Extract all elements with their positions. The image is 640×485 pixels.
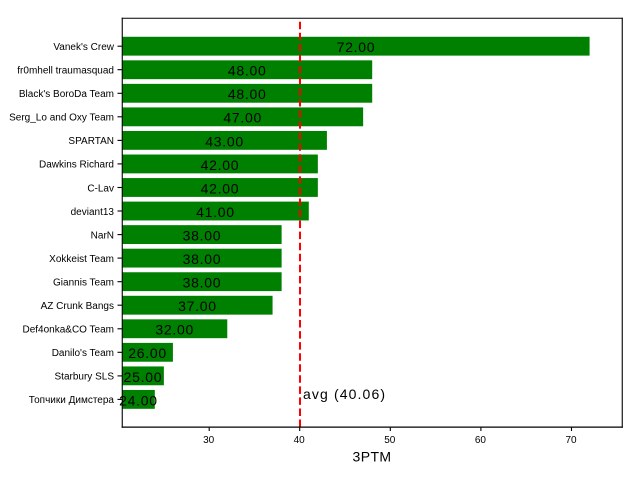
svg-text:avg (40.06): avg (40.06) <box>303 386 386 402</box>
svg-text:38.00: 38.00 <box>183 228 222 244</box>
svg-text:Xokkeist Team: Xokkeist Team <box>49 254 114 265</box>
svg-text:70: 70 <box>565 435 577 446</box>
svg-text:72.00: 72.00 <box>337 39 376 55</box>
svg-text:60: 60 <box>475 435 487 446</box>
svg-text:C-Lav: C-Lav <box>87 183 114 194</box>
svg-text:48.00: 48.00 <box>228 63 267 79</box>
svg-text:48.00: 48.00 <box>228 86 267 102</box>
svg-text:42.00: 42.00 <box>201 180 240 196</box>
svg-text:NarN: NarN <box>91 230 114 241</box>
svg-text:Serg_Lo and Oxy Team: Serg_Lo and Oxy Team <box>9 113 114 124</box>
svg-text:Def4onka&CO Team: Def4onka&CO Team <box>22 325 114 336</box>
svg-text:40: 40 <box>294 435 306 446</box>
svg-text:fr0mhell traumasquad: fr0mhell traumasquad <box>17 66 114 77</box>
svg-text:37.00: 37.00 <box>178 298 217 314</box>
svg-text:38.00: 38.00 <box>183 275 222 291</box>
svg-text:Dawkins Richard: Dawkins Richard <box>39 160 114 171</box>
svg-text:50: 50 <box>384 435 396 446</box>
svg-text:Danilo's Team: Danilo's Team <box>52 348 114 359</box>
svg-text:32.00: 32.00 <box>155 322 194 338</box>
svg-text:24.00: 24.00 <box>119 392 158 408</box>
svg-text:Black's BoroDa Team: Black's BoroDa Team <box>19 89 114 100</box>
svg-text:30: 30 <box>203 435 215 446</box>
svg-text:3PTM: 3PTM <box>353 449 392 465</box>
svg-text:Giannis Team: Giannis Team <box>53 278 114 289</box>
svg-text:26.00: 26.00 <box>128 345 167 361</box>
svg-text:Starbury SLS: Starbury SLS <box>55 372 115 383</box>
svg-text:38.00: 38.00 <box>183 251 222 267</box>
svg-text:SPARTAN: SPARTAN <box>68 136 114 147</box>
svg-text:25.00: 25.00 <box>124 369 163 385</box>
svg-text:Топчики Димстера: Топчики Димстера <box>29 395 115 406</box>
svg-text:41.00: 41.00 <box>196 204 235 220</box>
svg-text:Vanek's Crew: Vanek's Crew <box>53 42 114 53</box>
svg-text:43.00: 43.00 <box>205 133 244 149</box>
svg-text:AZ Crunk Bangs: AZ Crunk Bangs <box>41 301 114 312</box>
svg-text:deviant13: deviant13 <box>71 207 115 218</box>
svg-text:47.00: 47.00 <box>223 110 262 126</box>
svg-text:42.00: 42.00 <box>201 157 240 173</box>
